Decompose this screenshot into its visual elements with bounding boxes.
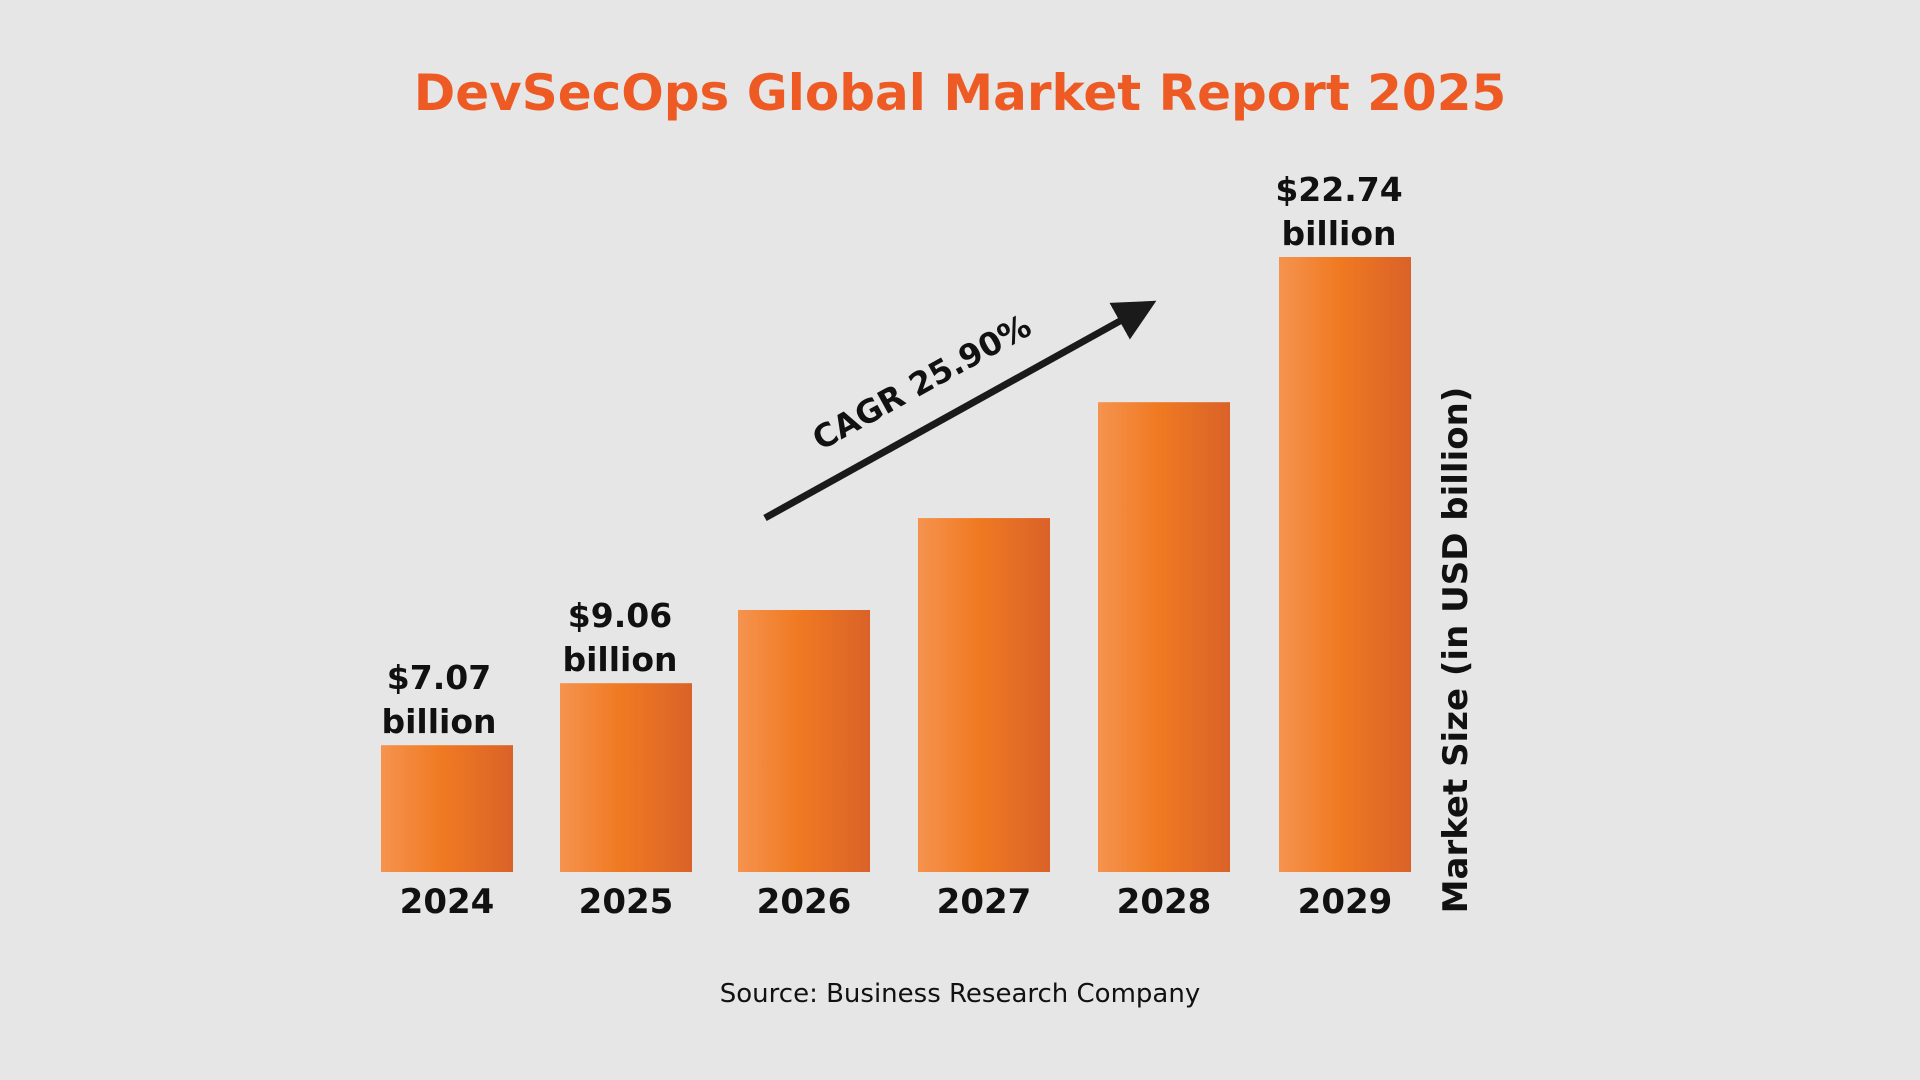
bar-2026 <box>738 609 870 872</box>
x-tick-label: 2027 <box>937 882 1032 922</box>
data-label-value: $22.74 <box>1275 170 1402 209</box>
x-tick-label: 2026 <box>757 882 852 922</box>
bar-2027 <box>918 518 1050 872</box>
bar-2025 <box>560 683 692 872</box>
source-note: Source: Business Research Company <box>720 979 1200 1009</box>
x-tick-label: 2025 <box>579 882 674 922</box>
data-label-unit: billion <box>1281 214 1396 253</box>
data-label-unit: billion <box>562 640 677 679</box>
bar-2024 <box>381 745 513 872</box>
cagr-arrow <box>763 300 1157 522</box>
data-label-unit: billion <box>381 702 496 741</box>
x-tick-label: 2029 <box>1298 882 1393 922</box>
x-tick-label: 2024 <box>400 882 495 922</box>
y-axis-label: Market Size (in USD billion) <box>1436 387 1476 914</box>
chart-title: DevSecOps Global Market Report 2025 <box>414 64 1507 122</box>
data-label-value: $7.07 <box>387 658 491 697</box>
data-label-value: $9.06 <box>568 596 672 635</box>
bar-2029 <box>1279 257 1411 872</box>
x-tick-label: 2028 <box>1117 882 1212 922</box>
bar-2028 <box>1098 402 1230 872</box>
